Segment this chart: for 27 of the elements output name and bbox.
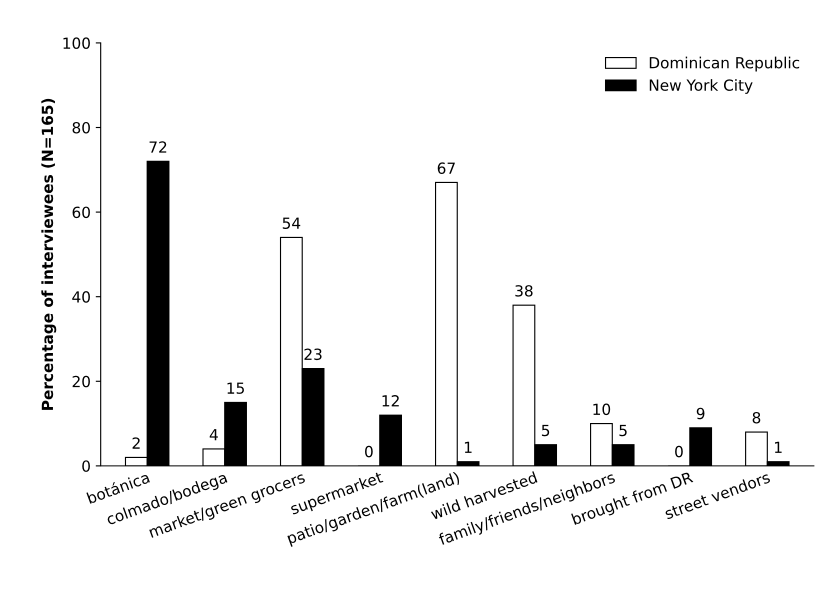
data-label: 67 (438, 162, 455, 174)
data-label: 8 (752, 412, 760, 424)
data-label: 5 (619, 424, 627, 436)
data-label: 0 (365, 446, 373, 458)
y-tick-label: 60 (72, 206, 90, 218)
y-tick-label: 40 (72, 291, 90, 303)
data-label: 9 (696, 408, 704, 420)
legend-label: Dominican Republic (650, 56, 800, 72)
data-label: 15 (228, 382, 244, 394)
data-label: 54 (282, 218, 300, 229)
data-label: 72 (150, 141, 166, 153)
y-tick-label: 100 (63, 37, 90, 49)
y-tick-label: 20 (72, 376, 90, 388)
data-label: 12 (382, 395, 399, 406)
data-label: 5 (542, 424, 550, 436)
data-label: 2 (132, 437, 140, 449)
data-label: 23 (304, 348, 322, 360)
y-tick-label: 80 (72, 122, 90, 134)
legend-label: New York City (650, 79, 753, 94)
data-label: 1 (774, 442, 782, 453)
data-label: 4 (210, 429, 218, 440)
y-axis-title: Percentage of interviewees (N=165) (41, 98, 56, 410)
data-label: 10 (593, 404, 610, 416)
data-label: 38 (515, 285, 533, 297)
data-label: 1 (464, 442, 472, 453)
y-tick-label: 0 (82, 460, 90, 472)
data-label: 0 (675, 446, 683, 458)
